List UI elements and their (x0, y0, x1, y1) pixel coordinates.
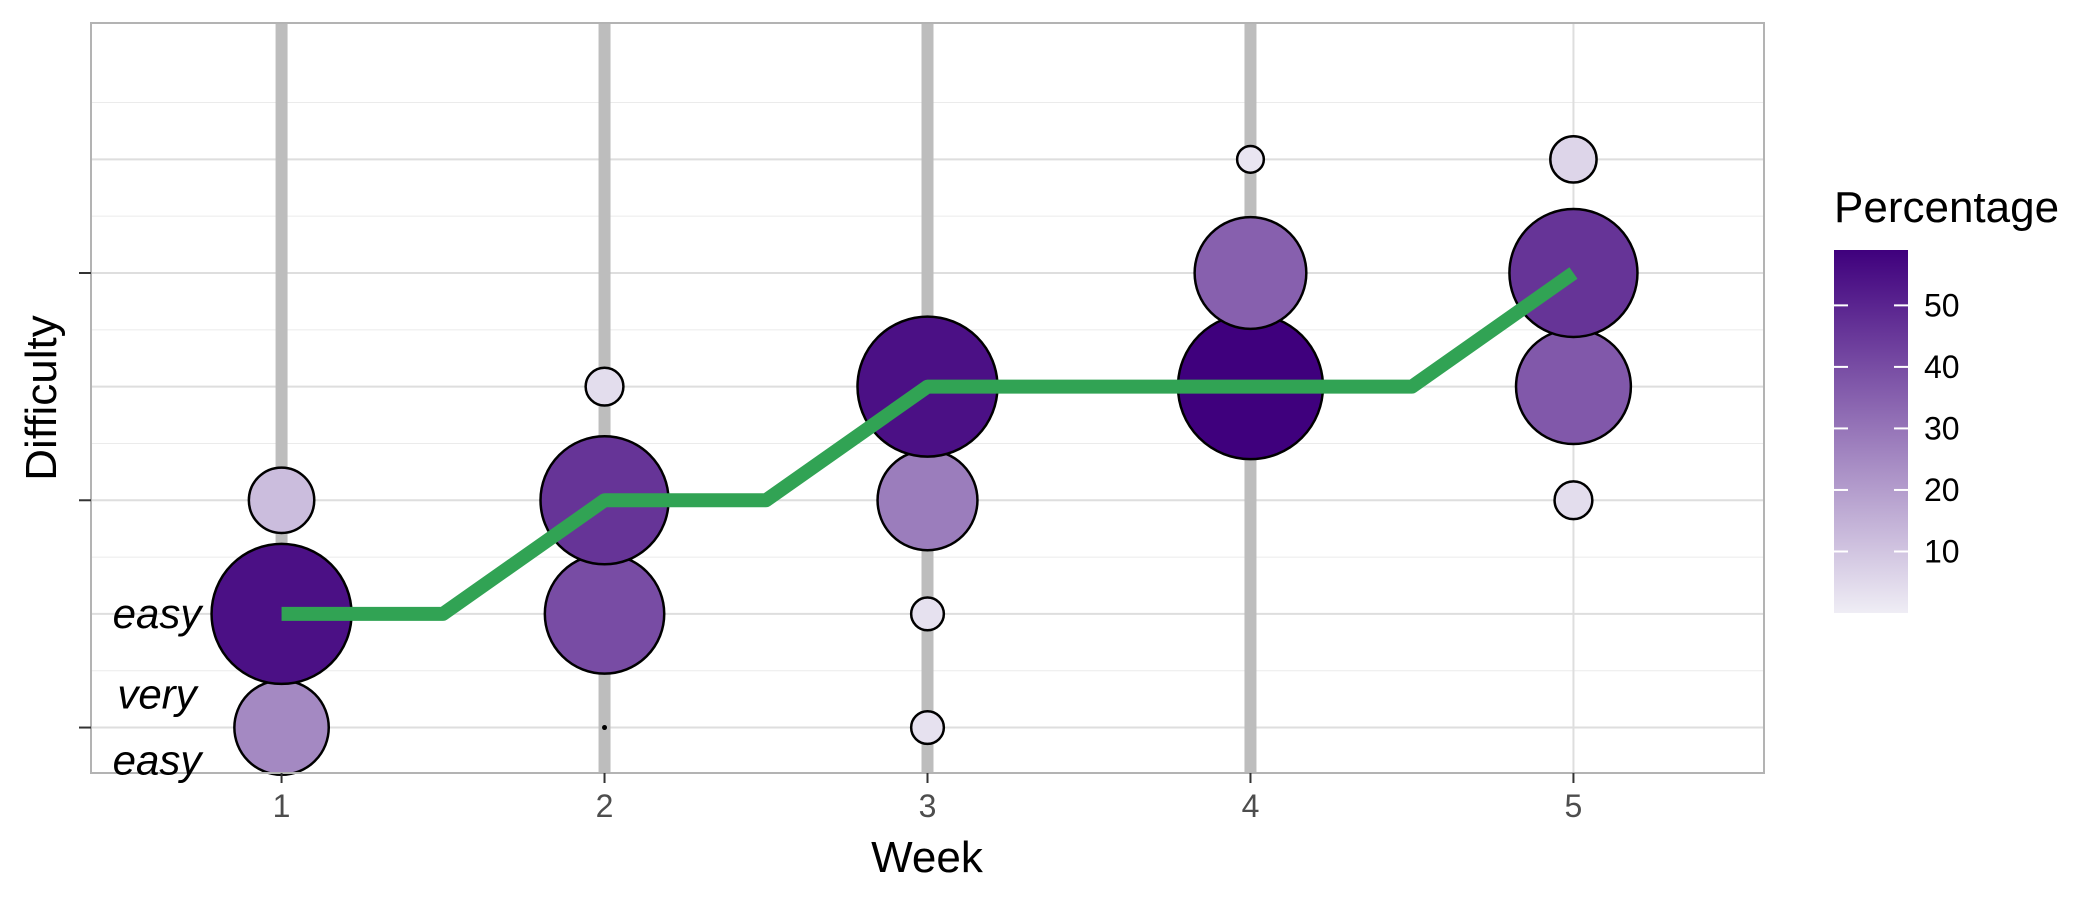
legend: Percentage 10 20 30 40 50 (1834, 183, 2059, 613)
y-level-label: easy (113, 590, 205, 637)
x-axis-title: Week (871, 833, 984, 882)
y-axis-title: Difficulty (17, 315, 66, 480)
bubble-point (1235, 144, 1266, 174)
bubble-point (602, 725, 608, 731)
axis-layer: 1 2 3 4 5 very easy easy (79, 272, 1583, 824)
legend-tick-label: 50 (1924, 287, 1960, 323)
bubble-point (543, 552, 666, 675)
trend-line (281, 267, 1578, 621)
bubble-point (909, 596, 946, 632)
bubble-point (247, 466, 316, 535)
x-tick-label: 3 (919, 788, 937, 824)
x-tick-label: 4 (1242, 788, 1260, 824)
bubble-point (584, 366, 625, 407)
x-tick-label: 2 (596, 788, 614, 824)
bubble-point (1549, 134, 1598, 184)
bubble-point (1193, 215, 1308, 331)
bubble-point (233, 679, 330, 776)
bubble-point (1514, 327, 1633, 446)
y-level-label: easy (113, 737, 205, 784)
legend-tick-label: 30 (1924, 410, 1960, 446)
legend-colorbar (1834, 250, 1908, 613)
bubble-point (1553, 480, 1594, 521)
x-tick-label: 5 (1565, 788, 1583, 824)
trend-line-layer (281, 267, 1578, 621)
y-level-label: very (117, 671, 199, 718)
legend-title: Percentage (1834, 183, 2059, 232)
legend-tick-label: 20 (1924, 472, 1960, 508)
legend-tick-label: 40 (1924, 349, 1960, 385)
legend-ticks: 10 20 30 40 50 (1834, 287, 1960, 569)
x-tick-label: 1 (273, 788, 291, 824)
bubble-point (876, 449, 979, 552)
legend-tick-label: 10 (1924, 533, 1960, 569)
bubble-point (909, 709, 946, 746)
